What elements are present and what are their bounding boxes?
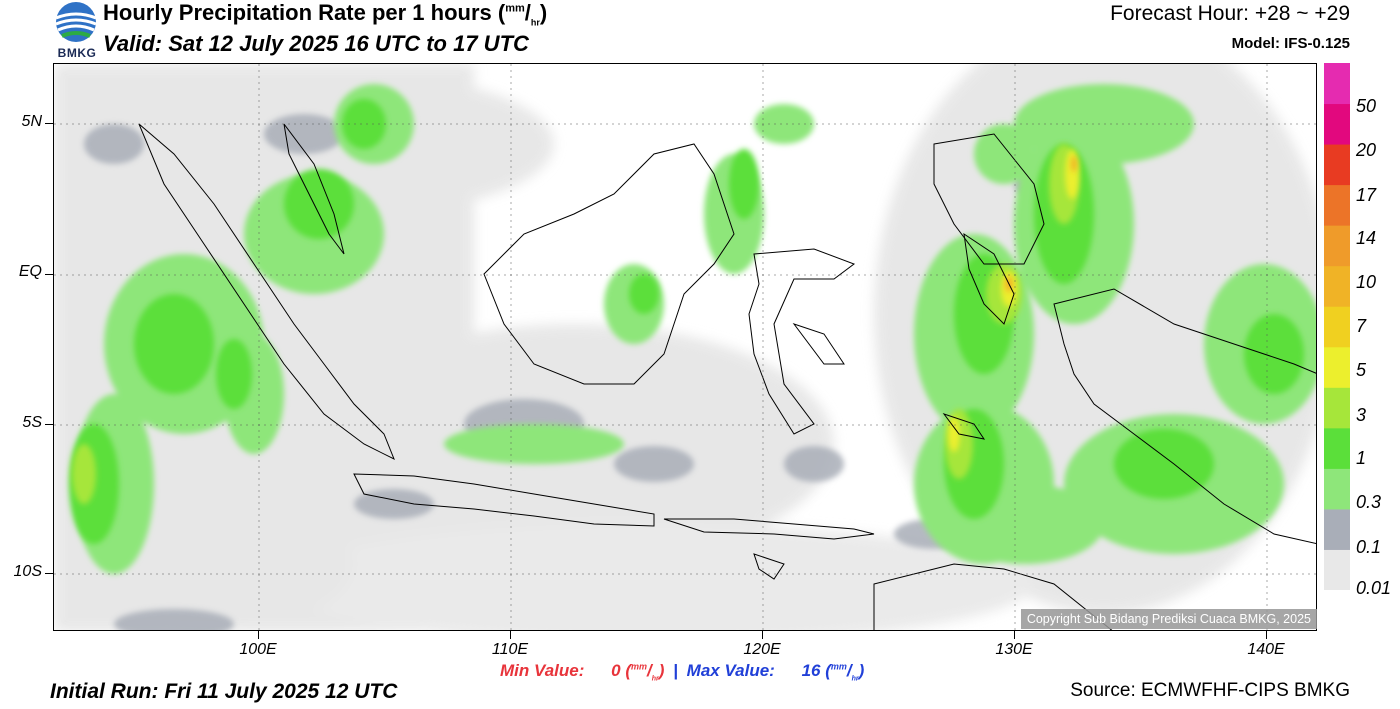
colorbar-label: 17: [1356, 185, 1377, 205]
lat-label-5n: 5N: [21, 113, 42, 130]
lon-tick: [258, 631, 259, 639]
colorbar-label: 3: [1356, 405, 1367, 425]
lon-tick: [510, 631, 511, 639]
colorbar-swatch: [1324, 427, 1350, 469]
max-label: Max Value:: [686, 661, 775, 680]
lat-label-eq: EQ: [18, 263, 42, 280]
valid-time: Valid: Sat 12 July 2025 16 UTC to 17 UTC: [103, 31, 529, 56]
lat-tick: [45, 123, 53, 124]
min-unit: (mm/hr): [625, 661, 665, 683]
chart-title: Hourly Precipitation Rate per 1 hours (m…: [103, 0, 548, 28]
colorbar-swatch: [1324, 144, 1350, 186]
lon-label-120e: 120E: [743, 641, 781, 658]
colorbar-swatch: [1324, 265, 1350, 307]
min-max-values: Min Value: 0 (mm/hr) | Max Value: 16 (mm…: [500, 661, 864, 682]
colorbar-label: 5: [1356, 360, 1367, 380]
colorbar-label: 10: [1356, 272, 1377, 292]
max-value: 16: [801, 661, 821, 680]
colorbar-label: 7: [1356, 316, 1367, 336]
lon-tick: [762, 631, 763, 639]
lat-tick: [45, 424, 53, 425]
lat-tick: [45, 573, 53, 574]
colorbar-swatch: [1324, 346, 1350, 388]
lat-label-5s: 5S: [22, 414, 42, 431]
lon-label-140e: 140E: [1247, 641, 1285, 658]
colorbar-swatch: [1324, 549, 1350, 591]
forecast-hour: Forecast Hour: +28 ~ +29: [1110, 2, 1350, 25]
precipitation-map: [53, 63, 1317, 631]
colorbar-label: 1: [1356, 448, 1367, 468]
model-name: Model: IFS-0.125: [1231, 35, 1350, 52]
colorbar-swatch: [1324, 225, 1350, 267]
colorbar-label: 0.01: [1356, 578, 1392, 598]
lon-tick: [1014, 631, 1015, 639]
colorbar-swatch: [1324, 306, 1350, 348]
initial-run: Initial Run: Fri 11 July 2025 12 UTC: [50, 680, 398, 703]
colorbar-label: 0.3: [1356, 492, 1382, 512]
colorbar-label: 50: [1356, 96, 1377, 116]
lon-label-100e: 100E: [239, 641, 277, 658]
colorbar-swatch: [1324, 387, 1350, 429]
min-label: Min Value:: [500, 661, 585, 680]
colorbar-swatch: [1324, 103, 1350, 145]
lon-label-110e: 110E: [491, 641, 529, 658]
colorbar-swatch: [1324, 184, 1350, 226]
bmkg-emblem-icon: [55, 2, 97, 42]
lon-label-130e: 130E: [995, 641, 1033, 658]
colorbar-label: 0.1: [1356, 537, 1382, 557]
colorbar-swatches: [1324, 63, 1350, 591]
colorbar-label: 20: [1356, 140, 1377, 160]
data-source: Source: ECMWFHF-CIPS BMKG: [1070, 680, 1350, 701]
map-canvas: [54, 64, 1316, 630]
bmkg-logo: [52, 0, 100, 60]
min-value: 0: [611, 661, 621, 680]
min-max-separator: |: [673, 661, 678, 680]
max-unit: (mm/hr): [825, 661, 865, 683]
colorbar-swatch: [1324, 63, 1350, 105]
colorbar: [1324, 63, 1350, 591]
lon-tick: [1266, 631, 1267, 639]
colorbar-swatch: [1324, 508, 1350, 550]
colorbar-swatch: [1324, 468, 1350, 510]
logo-text: BMKG: [57, 46, 97, 60]
copyright-note: Copyright Sub Bidang Prediksi Cuaca BMKG…: [1020, 609, 1317, 629]
lat-tick: [45, 274, 53, 275]
colorbar-label: 14: [1356, 228, 1377, 248]
lat-label-10s: 10S: [13, 563, 42, 580]
